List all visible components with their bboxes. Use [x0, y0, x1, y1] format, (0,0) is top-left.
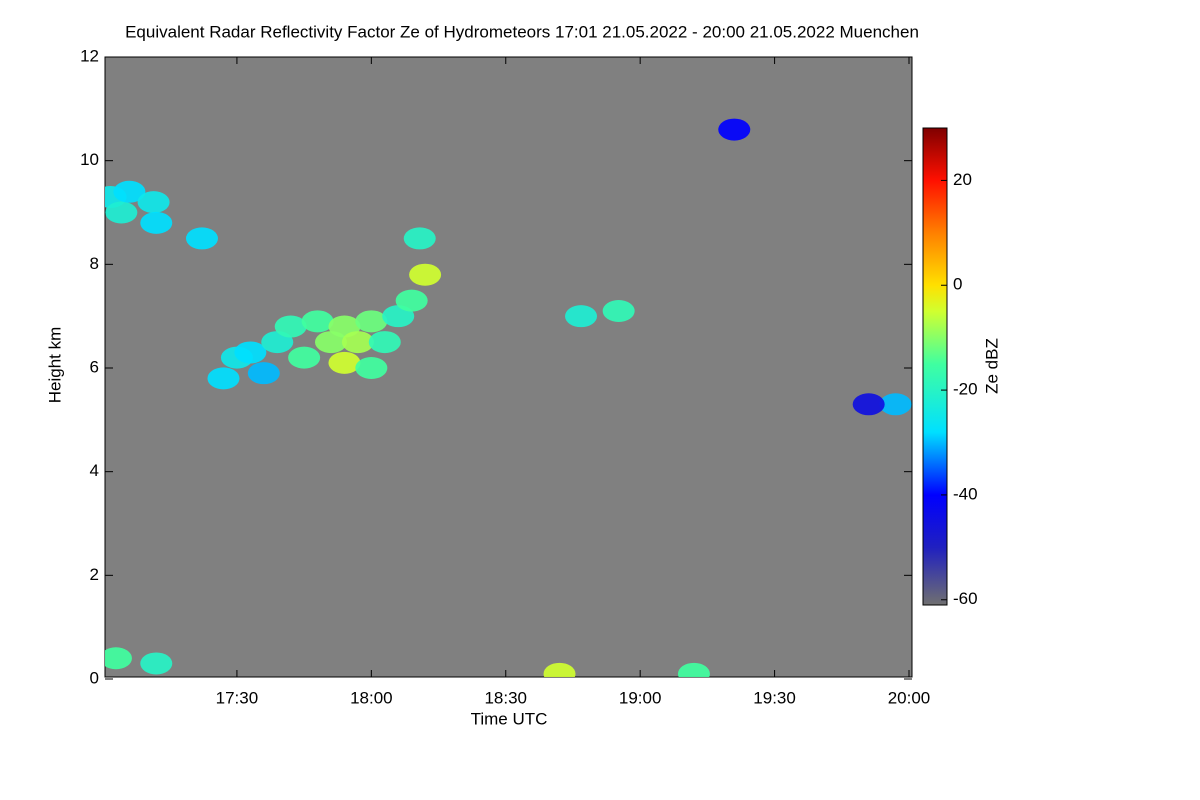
x-tick-label: 20:00: [888, 688, 931, 707]
x-tick-label: 19:30: [753, 688, 796, 707]
echo-cell: [852, 393, 885, 416]
y-tick-label: 0: [90, 668, 99, 687]
y-tick-label: 12: [80, 46, 99, 65]
x-tick-label: 18:30: [484, 688, 527, 707]
x-axis-label: Time UTC: [471, 709, 548, 728]
y-axis-label: Height km: [45, 327, 64, 404]
y-tick-label: 6: [90, 357, 99, 376]
echo-cell: [301, 310, 334, 333]
echo-cell: [565, 305, 598, 328]
echo-cell: [140, 652, 173, 675]
echo-cell: [234, 341, 267, 364]
x-tick-label: 18:00: [350, 688, 393, 707]
echo-cell: [207, 367, 240, 390]
plot-area: [104, 56, 913, 678]
echo-cell: [543, 662, 576, 677]
colorbar-tick-label: -40: [953, 484, 978, 503]
colorbar-tick-label: 0: [953, 275, 962, 294]
x-tick-label: 17:30: [216, 688, 259, 707]
colorbar-tick-label: -20: [953, 380, 978, 399]
colorbar-tick-label: 20: [953, 170, 972, 189]
echo-cell: [113, 180, 146, 203]
echo-cell: [137, 191, 170, 214]
y-tick-label: 8: [90, 254, 99, 273]
echo-cell: [140, 211, 173, 234]
echo-cell: [274, 315, 307, 338]
echo-cell: [409, 263, 442, 286]
y-tick-label: 10: [80, 150, 99, 169]
echo-cell: [105, 201, 138, 224]
echo-cell: [355, 357, 388, 379]
heatmap-layer: [105, 118, 912, 677]
echo-cell: [341, 331, 374, 354]
y-tick-label: 2: [90, 565, 99, 584]
echo-cell: [368, 331, 401, 354]
echo-cell: [288, 346, 321, 369]
echo-cell: [105, 647, 132, 670]
colorbar: [922, 127, 948, 606]
echo-cell: [328, 351, 361, 374]
echo-cell: [185, 227, 218, 250]
colorbar-tick-label: -60: [953, 589, 978, 608]
colorbar-label: Ze dBZ: [982, 338, 1001, 394]
echo-cell: [355, 310, 388, 333]
echo-cell: [395, 289, 428, 312]
echo-cell: [247, 362, 280, 385]
echo-cell: [403, 227, 436, 250]
echo-cell: [718, 118, 751, 141]
y-tick-label: 4: [90, 461, 99, 480]
chart-title: Equivalent Radar Reflectivity Factor Ze …: [125, 22, 919, 41]
echo-cell: [677, 662, 710, 677]
echo-cell: [879, 393, 912, 416]
echo-cell: [602, 299, 635, 322]
x-tick-label: 19:00: [619, 688, 662, 707]
